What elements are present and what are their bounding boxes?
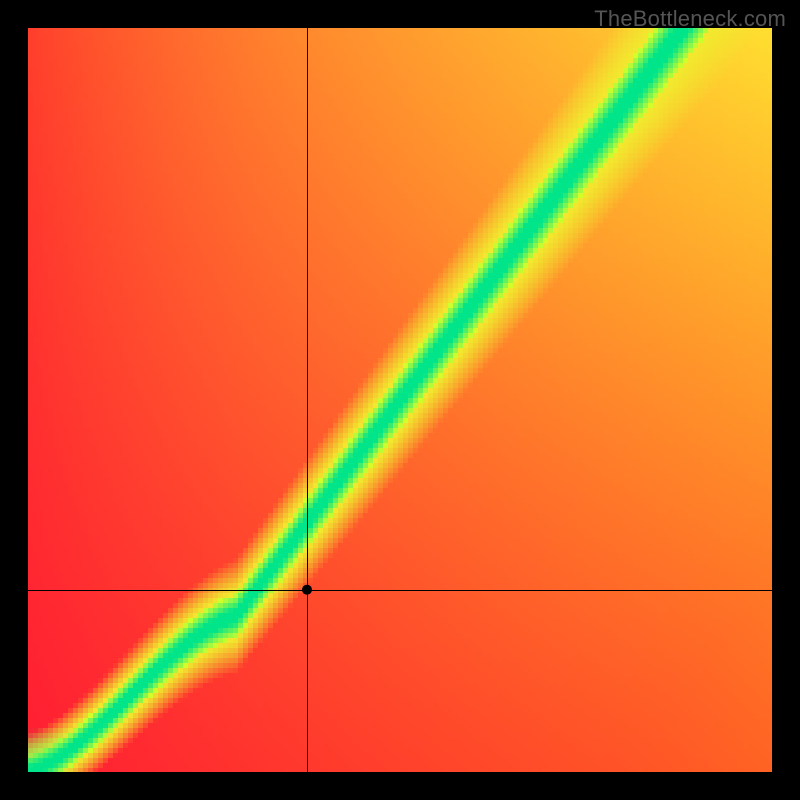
watermark-label: TheBottleneck.com [594, 6, 786, 32]
chart-container: TheBottleneck.com [0, 0, 800, 800]
bottleneck-heatmap [0, 0, 800, 800]
